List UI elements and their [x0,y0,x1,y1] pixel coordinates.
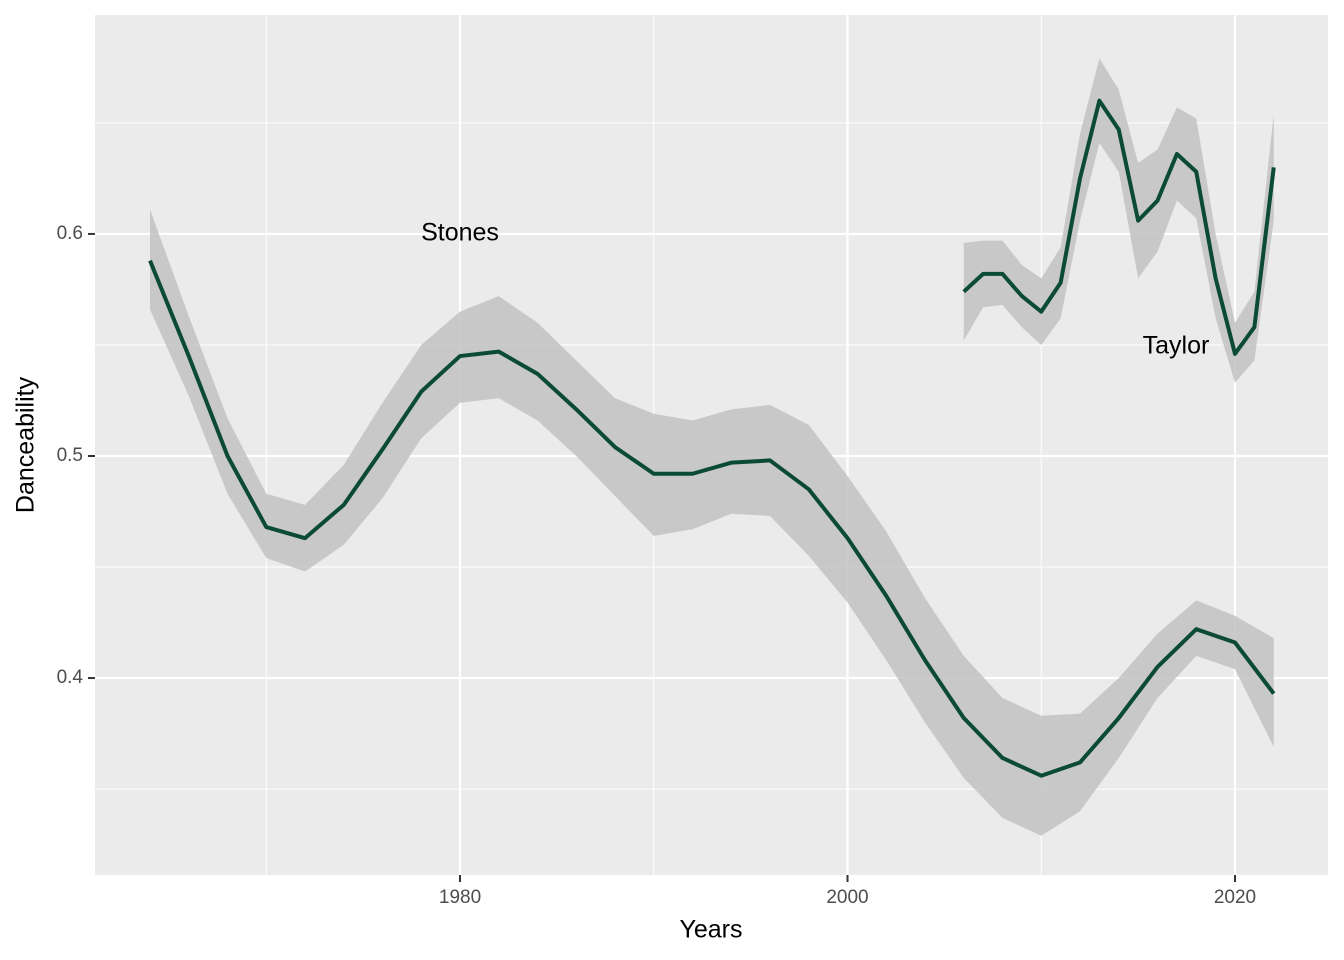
smooth-line [962,98,1276,356]
y-tick-label: 0.4 [57,667,84,688]
y-axis-title: Danceability [12,376,40,513]
x-tick-label: 2020 [1214,887,1256,908]
series-label: Stones [421,219,499,247]
series-label: Taylor [1143,332,1210,360]
x-axis-title: Years [679,916,742,944]
confidence-band [963,58,1274,383]
smooth-line [148,259,1276,778]
x-tick-label: 2000 [826,887,868,908]
confidence-band [150,209,1274,836]
x-tick-label: 1980 [439,887,481,908]
y-tick-label: 0.6 [57,223,83,244]
y-tick-label: 0.5 [57,445,83,466]
